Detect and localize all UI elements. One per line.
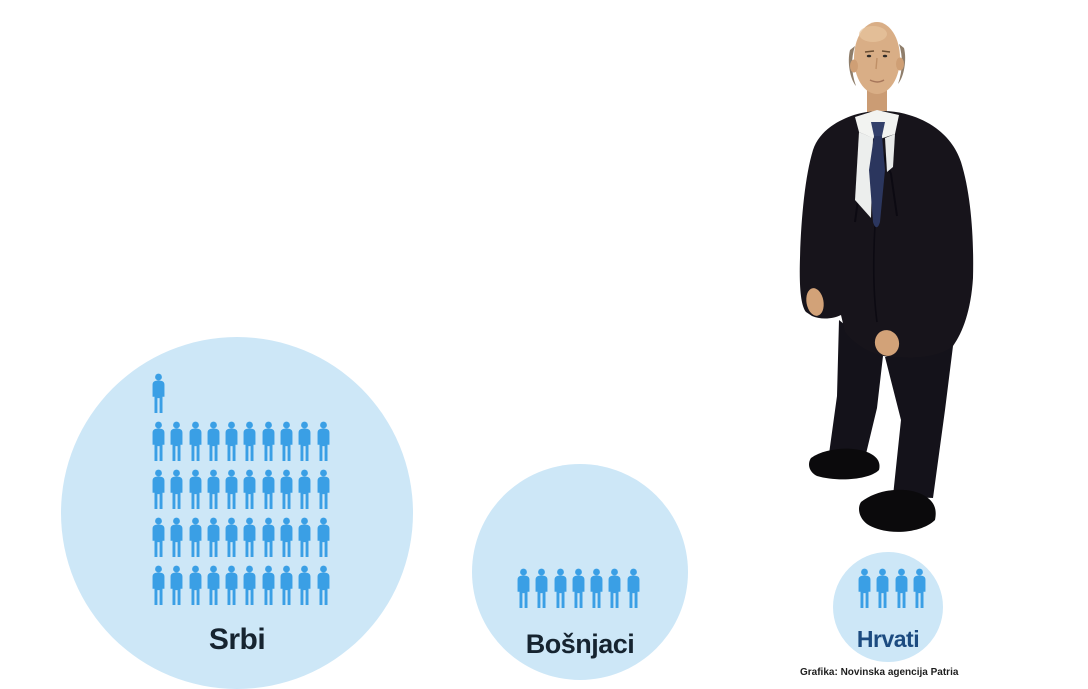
person-icon (152, 421, 165, 462)
person-icon (225, 517, 238, 558)
person-icon (895, 568, 908, 609)
person-icon (170, 469, 183, 510)
person-icon (298, 565, 311, 606)
bubble-hrvati: Hrvati (833, 552, 943, 662)
person-icon (280, 517, 293, 558)
person-icon (262, 565, 275, 606)
group-label-bosnjaci: Bošnjaci (525, 629, 635, 659)
person-icon (244, 565, 256, 606)
person-icon (298, 517, 311, 558)
pictogram-row (856, 566, 928, 611)
person-icon (244, 517, 256, 558)
person-icon (170, 517, 183, 558)
person-icon (152, 565, 165, 606)
person-icon (317, 469, 330, 510)
person-icon (913, 568, 926, 609)
businessman-photo (799, 22, 974, 532)
person-icon (298, 421, 311, 462)
person-icon (280, 469, 293, 510)
credit-text: Grafika: Novinska agencija Patria (800, 667, 959, 678)
person-icon (207, 517, 220, 558)
pictogram-row (150, 563, 332, 608)
person-icon (170, 565, 183, 606)
pictogram-row (150, 371, 167, 416)
pictogram-row (150, 515, 332, 560)
pictogram-row (150, 419, 332, 464)
person-icon (317, 565, 330, 606)
group-label-hrvati: Hrvati (856, 626, 920, 652)
pictogram-grid-srbi (150, 371, 332, 608)
person-icon (170, 421, 183, 462)
bubble-srbi: Srbi (61, 337, 413, 689)
person-icon (554, 568, 567, 609)
person-icon (609, 568, 621, 609)
group-label-srbi: Srbi (208, 623, 266, 656)
person-icon (189, 469, 202, 510)
pictogram-grid-hrvati (856, 566, 928, 611)
person-icon (225, 565, 238, 606)
pictogram-row (150, 467, 332, 512)
pictogram-grid-bosnjaci (515, 566, 642, 611)
person-icon (280, 565, 293, 606)
person-icon (152, 469, 165, 510)
person-icon (207, 421, 220, 462)
person-icon (207, 469, 220, 510)
person-icon (189, 421, 202, 462)
man-hair (848, 46, 856, 86)
person-icon (262, 469, 275, 510)
man-neck (867, 86, 887, 116)
person-icon (225, 421, 238, 462)
person-icon (317, 517, 330, 558)
person-icon (517, 568, 530, 609)
man-trousers (829, 320, 883, 458)
person-icon (535, 568, 548, 609)
person-icon (152, 517, 165, 558)
person-icon (317, 421, 330, 462)
person-icon (298, 469, 311, 510)
person-icon (858, 568, 871, 609)
person-icon (262, 421, 275, 462)
person-icon (262, 517, 275, 558)
person-icon (152, 373, 165, 414)
person-icon (280, 421, 293, 462)
man-hand (806, 288, 824, 316)
person-icon (189, 565, 202, 606)
person-icon (876, 568, 889, 609)
pictogram-row (515, 566, 642, 611)
person-icon (225, 469, 238, 510)
man-shoe (809, 448, 880, 480)
person-icon (627, 568, 640, 609)
person-icon (244, 421, 256, 462)
man-tie (871, 122, 885, 136)
person-icon (244, 469, 256, 510)
person-icon (189, 517, 202, 558)
person-icon (207, 565, 220, 606)
person-icon (590, 568, 603, 609)
person-icon (572, 568, 585, 609)
man-jacket (799, 110, 974, 358)
bubble-bosnjaci: Bošnjaci (472, 464, 688, 680)
